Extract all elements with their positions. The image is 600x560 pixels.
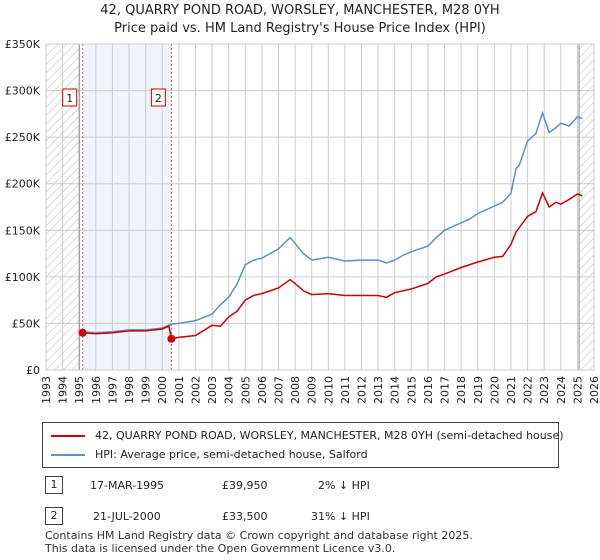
- y-tick-label: £150K: [5, 224, 41, 237]
- sale-label: 1: [66, 92, 73, 105]
- chart-title: 42, QUARRY POND ROAD, WORSLEY, MANCHESTE…: [0, 2, 600, 38]
- y-tick-label: £250K: [5, 131, 41, 144]
- x-tick-label: 1999: [140, 376, 153, 404]
- x-tick-label: 2005: [239, 376, 252, 404]
- y-tick-label: £0: [26, 364, 40, 377]
- sale-price: £33,500: [222, 510, 268, 523]
- x-tick-label: 2001: [173, 376, 186, 404]
- hatch-after: [579, 44, 594, 370]
- x-tick-label: 2007: [272, 376, 285, 404]
- sale-point: [78, 328, 87, 337]
- x-tick-label: 1997: [106, 376, 119, 404]
- sale-hpi-diff: 2% ↓ HPI: [318, 479, 370, 492]
- x-tick-label: 2020: [488, 376, 501, 404]
- y-tick-label: £200K: [5, 178, 41, 191]
- x-tick-label: 2018: [455, 376, 468, 404]
- x-tick-label: 2015: [405, 376, 418, 404]
- plot-border: [45, 43, 595, 371]
- y-tick-label: £350K: [5, 38, 41, 51]
- legend-label-hpi: HPI: Average price, semi-detached house,…: [95, 448, 368, 461]
- x-tick-label: 2000: [156, 376, 169, 404]
- price-chart: 1993 1994 1995 1996 1997 1998 1999 2000 2001 2002…: [5, 38, 600, 404]
- x-tick-label: 2010: [322, 376, 335, 404]
- x-tick-label: 2021: [505, 376, 518, 404]
- y-tick-label: £50K: [12, 317, 41, 330]
- x-tick-label: 1998: [123, 376, 136, 404]
- x-tick-label: 2022: [522, 376, 535, 404]
- x-tick-label: 2002: [189, 376, 202, 404]
- table-row: 2 21-JUL-2000 £33,500 31% ↓ HPI: [45, 507, 565, 527]
- sale-point: [167, 334, 176, 343]
- legend-swatch-property: [51, 434, 85, 437]
- footer-licence: This data is licensed under the Open Gov…: [45, 542, 396, 555]
- legend: 42, QUARRY POND ROAD, WORSLEY, MANCHESTE…: [42, 422, 564, 468]
- legend-label-property: 42, QUARRY POND ROAD, WORSLEY, MANCHESTE…: [95, 429, 564, 442]
- sale-hpi-diff: 31% ↓ HPI: [311, 510, 370, 523]
- sale-date: 17-MAR-1995: [90, 479, 165, 492]
- x-tick-label: 2016: [422, 376, 435, 404]
- x-tick-label: 2014: [389, 376, 402, 404]
- table-row: 1 17-MAR-1995 £39,950 2% ↓ HPI: [45, 476, 565, 496]
- sale-number: 1: [45, 476, 63, 494]
- x-tick-label: 1995: [73, 376, 86, 404]
- x-tick-label: 2004: [223, 376, 236, 404]
- x-tick-label: 2019: [472, 376, 485, 404]
- x-tick-label: 2008: [289, 376, 302, 404]
- x-tick-label: 2026: [588, 376, 600, 404]
- x-tick-label: 2012: [356, 376, 369, 404]
- sale-number: 2: [45, 507, 63, 525]
- legend-item-property: 42, QUARRY POND ROAD, WORSLEY, MANCHESTE…: [51, 429, 564, 442]
- x-tick-label: 2017: [439, 376, 452, 404]
- series-line-hpi: [82, 110, 583, 334]
- subtitle: Price paid vs. HM Land Registry's House …: [114, 21, 486, 36]
- x-tick-label: 1994: [57, 376, 70, 404]
- footer-copyright: Contains HM Land Registry data © Crown c…: [45, 529, 473, 542]
- y-tick-label: £300K: [5, 85, 41, 98]
- x-tick-label: 2011: [339, 376, 352, 404]
- x-tick-label: 2023: [538, 376, 551, 404]
- x-tick-label: 1993: [40, 376, 53, 404]
- x-tick-label: 2003: [206, 376, 219, 404]
- legend-item-hpi: HPI: Average price, semi-detached house,…: [51, 448, 368, 461]
- series-line-property: [82, 191, 583, 340]
- y-tick-label: £100K: [5, 271, 41, 284]
- x-tick-label: 2009: [306, 376, 319, 404]
- sale-label: 2: [155, 92, 162, 105]
- sale-label-box: [62, 88, 78, 107]
- sale-label-box: [150, 88, 166, 107]
- sale-price: £39,950: [222, 479, 268, 492]
- footer: Contains HM Land Registry data © Crown c…: [45, 529, 473, 555]
- x-tick-label: 2013: [372, 376, 385, 404]
- x-tick-label: 1996: [90, 376, 103, 404]
- x-tick-label: 2024: [555, 376, 568, 404]
- title: 42, QUARRY POND ROAD, WORSLEY, MANCHESTE…: [100, 3, 500, 18]
- legend-swatch-hpi: [51, 453, 85, 456]
- x-tick-label: 2006: [256, 376, 269, 404]
- x-tick-label: 2025: [571, 376, 584, 404]
- sale-date: 21-JUL-2000: [93, 510, 161, 523]
